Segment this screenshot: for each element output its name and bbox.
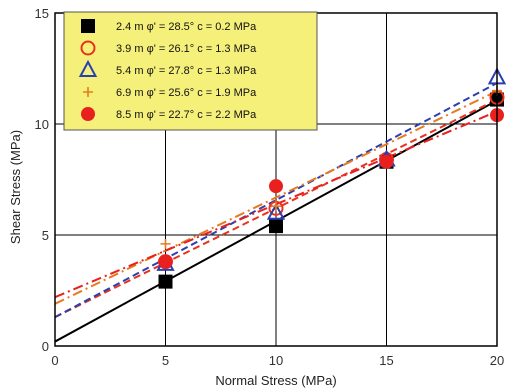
data-point-series-5 [158, 254, 173, 269]
legend-marker-series-2 [80, 40, 96, 56]
data-point-series-4 [160, 238, 171, 249]
legend-marker-series-3 [78, 59, 98, 77]
x-tick-label: 15 [379, 353, 393, 368]
data-point-series-5 [269, 179, 283, 194]
y-axis-title: Shear Stress (MPa) [8, 130, 23, 244]
x-tick-label: 10 [269, 353, 283, 368]
x-axis-title: Normal Stress (MPa) [215, 373, 336, 388]
y-tick-label: 10 [35, 117, 49, 132]
legend-label-series-2: 3.9 m φ' = 26.1° c = 1.3 MPa [116, 43, 257, 55]
x-tick-label: 0 [51, 353, 58, 368]
data-point-series-1 [158, 274, 173, 289]
legend-marker-series-4 [83, 87, 93, 97]
data-point-series-4 [271, 201, 281, 212]
fit-line-series-3 [54, 82, 498, 319]
y-tick-labels: 0 5 10 15 [35, 6, 49, 354]
legend-box [63, 11, 318, 131]
data-point-series-1 [269, 219, 283, 234]
y-tick-label: 15 [35, 6, 49, 21]
x-tick-labels: 0 5 10 15 20 [51, 353, 504, 368]
legend-label-series-4: 6.9 m φ' = 25.6° c = 1.9 MPa [116, 87, 257, 99]
data-point-series-3 [266, 202, 286, 220]
x-tick-label: 5 [162, 353, 169, 368]
legend-marker-series-1 [81, 19, 95, 33]
legend-label-series-5: 8.5 m φ' = 22.7° c = 2.2 MPa [116, 109, 257, 121]
legend-label-series-1: 2.4 m φ' = 28.5° c = 0.2 MPa [116, 21, 257, 33]
fit-line-series-4 [54, 90, 498, 305]
data-point-series-5 [379, 154, 394, 169]
legend-marker-series-5 [81, 107, 95, 121]
legend: 2.4 m φ' = 28.5° c = 0.2 MPa 3.9 m φ' = 2… [63, 11, 318, 131]
legend-label-series-3: 5.4 m φ' = 27.8° c = 1.3 MPa [116, 65, 257, 77]
y-tick-label: 0 [42, 339, 49, 354]
y-tick-label: 5 [42, 228, 49, 243]
x-tick-label: 20 [490, 353, 504, 368]
